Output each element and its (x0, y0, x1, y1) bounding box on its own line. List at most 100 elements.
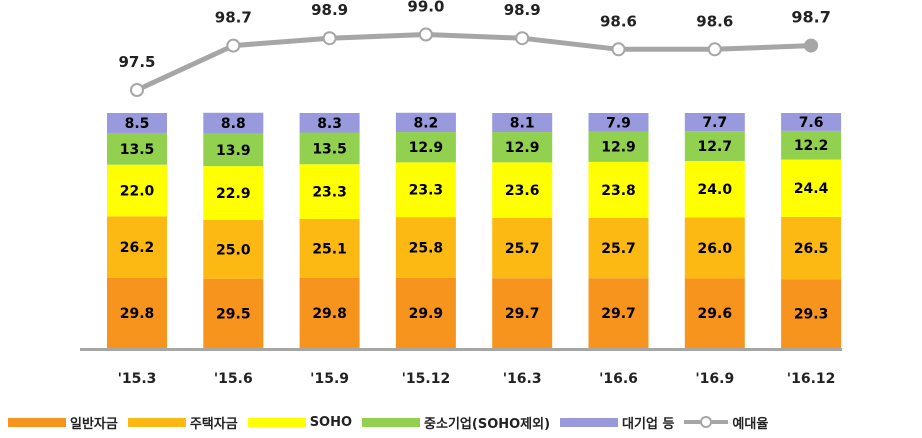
bar-segment-2-4 (492, 162, 553, 218)
bar-segment-2-6 (684, 160, 745, 218)
bar-segment-3-3 (395, 132, 456, 163)
bar-value-label: 23.6 (505, 183, 540, 199)
bar-segment-1-7 (781, 216, 842, 280)
bar-value-label: 12.9 (505, 140, 540, 156)
bar-value-label: 29.6 (698, 306, 733, 322)
line-value-label: 98.6 (600, 12, 637, 30)
line-value-label: 98.7 (215, 9, 252, 27)
legend-swatch-large-corp (560, 417, 619, 427)
bar-segment-1-2 (299, 218, 360, 278)
legend-swatch-sme (362, 417, 421, 427)
bar-segment-0-7 (781, 279, 842, 348)
line-value-label: 98.6 (696, 12, 733, 30)
bar-value-label: 29.7 (505, 306, 540, 322)
legend-label: 주택자금 (189, 416, 238, 432)
legend-item-sme: 중소기업(SOHO제외) (362, 413, 550, 432)
line-value-label: 98.7 (791, 8, 830, 27)
bar-value-label: 26.2 (120, 240, 155, 256)
bar-segment-1-1 (203, 219, 264, 279)
bar-value-label: 29.5 (216, 306, 251, 322)
x-tick-label: '15.9 (310, 371, 349, 387)
bar-segment-3-6 (684, 131, 745, 161)
bar-segment-2-2 (299, 164, 360, 219)
bar-value-label: 7.9 (606, 115, 631, 131)
line-series-ldr (135, 32, 812, 93)
bar-value-label: 26.5 (794, 241, 829, 257)
legend-item-large-corp: 대기업 등 (560, 413, 674, 432)
line-point (804, 38, 819, 53)
bar-segment-3-4 (492, 132, 553, 163)
line-point (707, 42, 722, 57)
x-tick-label: '16.6 (599, 371, 638, 387)
line-value-label: 98.9 (504, 1, 541, 19)
legend-swatch-soho (247, 417, 306, 427)
x-tick-label: '16.9 (695, 371, 734, 387)
line-value-label: 98.9 (311, 1, 348, 19)
bar-segment-3-2 (299, 132, 360, 165)
legend-label: 중소기업(SOHO제외) (424, 416, 551, 432)
bar-value-label: 7.7 (702, 115, 727, 131)
line-value-label: 97.5 (118, 53, 155, 71)
bar-value-label: 23.3 (409, 183, 444, 199)
bar-segment-1-0 (107, 216, 167, 278)
bar-value-label: 25.0 (216, 242, 251, 258)
bar-value-label: 8.1 (510, 116, 535, 132)
line-point (130, 83, 144, 97)
bar-value-label: 8.3 (317, 116, 342, 132)
bar-value-label: 29.8 (312, 306, 347, 322)
bar-segment-0-3 (395, 277, 456, 348)
bar-value-label: 29.9 (409, 306, 444, 322)
bar-value-label: 25.1 (312, 241, 347, 257)
bar-value-label: 13.5 (312, 141, 347, 157)
bar-value-label: 13.5 (120, 142, 155, 158)
legend-swatch-ldr (684, 416, 729, 428)
bar-value-label: 24.0 (698, 182, 733, 198)
line-point (515, 31, 530, 46)
legend-swatch-housing-funds (127, 417, 186, 427)
bar-segment-0-5 (588, 278, 649, 348)
bar-value-label: 12.2 (794, 138, 829, 154)
x-tick-label: '15.6 (214, 371, 253, 387)
bar-segment-0-4 (492, 278, 553, 348)
legend-label: SOHO (309, 414, 353, 430)
legend: 일반자금 주택자금 SOHO 중소기업(SOHO제외) 대기업 등 예대율 (8, 412, 778, 432)
bar-value-label: 8.5 (125, 116, 150, 132)
bar-segment-1-5 (588, 217, 649, 279)
bar-segment-4-7 (781, 113, 842, 131)
bar-segment-2-0 (107, 164, 167, 217)
bar-segment-2-7 (781, 159, 842, 217)
line-point (226, 38, 241, 53)
bar-segment-3-0 (107, 132, 167, 165)
bar-segment-4-4 (492, 113, 553, 133)
x-tick-label: '16.12 (787, 371, 836, 387)
bar-value-label: 25.8 (409, 240, 444, 256)
bar-value-label: 22.9 (216, 186, 251, 202)
legend-item-soho: SOHO (247, 414, 353, 430)
bar-value-label: 29.7 (601, 306, 636, 322)
bar-value-label: 25.7 (505, 241, 540, 257)
bar-segment-4-1 (203, 112, 264, 134)
bar-segment-2-5 (588, 161, 649, 218)
bar-segment-4-3 (395, 112, 456, 133)
bar-value-label: 24.4 (794, 181, 829, 197)
legend-label: 예대율 (732, 416, 769, 432)
bar-segment-4-0 (107, 113, 167, 133)
bar-segment-4-2 (299, 113, 360, 133)
bar-segment-1-4 (492, 217, 553, 279)
line-point (611, 42, 626, 57)
bar-segment-3-7 (781, 130, 842, 160)
bar-segment-0-1 (203, 278, 264, 348)
bar-segment-3-5 (588, 131, 649, 162)
bar-value-label: 23.8 (601, 183, 636, 199)
bar-value-label: 23.3 (312, 185, 347, 201)
x-tick-label: '15.12 (402, 371, 451, 387)
bar-value-label: 8.2 (413, 115, 438, 131)
bar-value-label: 29.8 (120, 306, 155, 322)
bar-value-label: 12.9 (409, 140, 444, 156)
legend-item-housing-funds: 주택자금 (127, 413, 238, 432)
bar-segment-4-5 (588, 113, 649, 132)
legend-label: 대기업 등 (622, 416, 675, 432)
line-value-label: 99.0 (407, 0, 444, 16)
bar-value-label: 29.3 (794, 307, 829, 323)
